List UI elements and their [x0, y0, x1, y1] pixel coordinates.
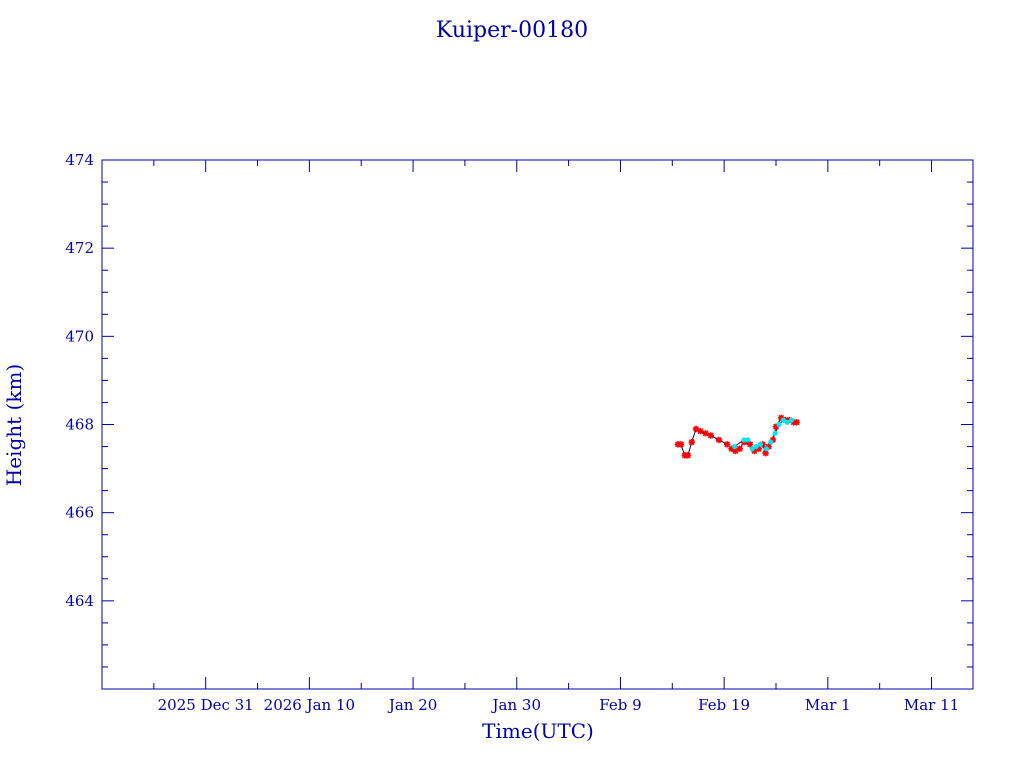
y-axis-label: Height (km) [2, 364, 26, 486]
x-axis: 2025 Dec 31 2026 Jan 10 Jan 20 Jan 30 Feb 9 F… [153, 160, 959, 714]
data-point [677, 441, 685, 448]
y-axis: 464 466 468 470 472 474 [65, 151, 973, 690]
data-point-stroke [755, 445, 762, 452]
data-point [702, 430, 709, 437]
data-point [776, 421, 782, 428]
x-tick-label: 2025 Dec 31 [158, 696, 254, 714]
data-point [763, 446, 770, 452]
data-point-stroke [697, 428, 704, 435]
data-point-stroke [707, 432, 714, 439]
data-point [731, 443, 738, 450]
data-point-stroke [702, 430, 709, 437]
data-point [707, 432, 714, 439]
data-point [749, 446, 755, 452]
y-tick-label: 466 [65, 504, 94, 522]
x-tick-label: Mar 1 [805, 696, 851, 714]
data-point-stroke [724, 441, 731, 448]
y-tick-label: 468 [65, 416, 94, 434]
data-point-stroke [677, 441, 684, 448]
data-point [746, 441, 754, 448]
x-tick-label: 2026 Jan 10 [264, 696, 355, 714]
y-tick-label: 472 [65, 239, 94, 257]
data-point-stroke [684, 452, 691, 459]
data-point [684, 452, 692, 459]
data-point [753, 443, 759, 450]
data-point [715, 436, 723, 444]
data-point-stroke [736, 445, 743, 452]
data-point [723, 441, 731, 448]
y-tick-label: 464 [65, 592, 94, 610]
data-point [757, 441, 764, 447]
data-point [688, 438, 695, 446]
data-point [772, 430, 778, 436]
x-axis-label: Time(UTC) [482, 719, 594, 743]
data-point-stroke [778, 414, 785, 421]
data-point [745, 437, 751, 443]
data-point [741, 437, 747, 443]
data-point-stroke [747, 441, 754, 448]
data-point [784, 419, 790, 425]
data-point [697, 427, 704, 435]
data-point [762, 449, 769, 457]
y-tick-label: 470 [65, 327, 94, 345]
x-tick-label: Jan 30 [491, 696, 541, 714]
chart-title: Kuiper-00180 [436, 18, 588, 43]
x-tick-label: Mar 11 [904, 696, 959, 714]
data-point-stroke [715, 436, 722, 443]
data-point [736, 445, 743, 452]
x-tick-label: Jan 20 [387, 696, 437, 714]
data-point-stroke [688, 439, 695, 446]
plot-frame [101, 159, 974, 690]
data-point-stroke [762, 450, 769, 457]
y-tick-label: 474 [65, 151, 94, 169]
data-point-stroke [793, 419, 800, 426]
data-markers [674, 414, 800, 459]
plot-border [101, 159, 974, 690]
data-point [793, 419, 800, 426]
x-tick-label: Feb 19 [698, 696, 750, 714]
data-point [768, 439, 774, 445]
x-tick-label: Feb 9 [599, 696, 641, 714]
data-point-stroke [693, 425, 700, 432]
data-point [788, 417, 795, 423]
data-point [780, 417, 786, 423]
